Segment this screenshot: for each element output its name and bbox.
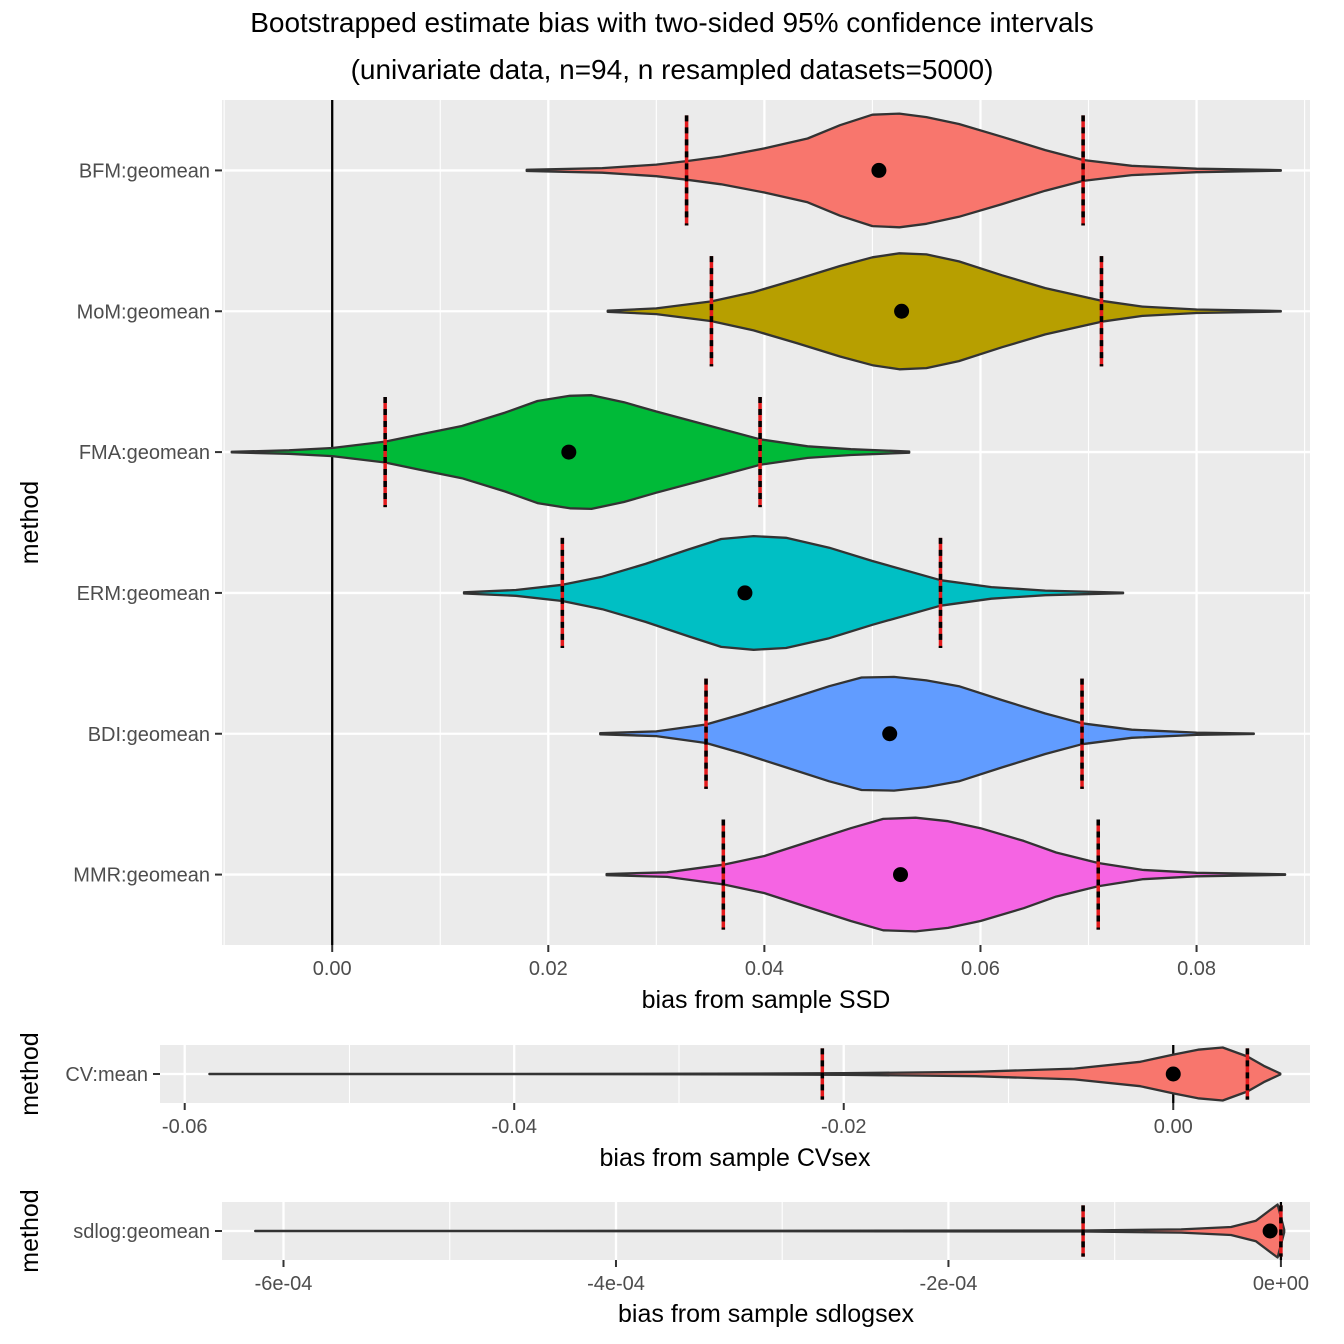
y-tick-label: sdlog:geomean (73, 1221, 210, 1243)
x-tick-label: -0.04 (491, 1116, 537, 1138)
x-tick-label: 0.08 (1177, 958, 1216, 980)
x-tick-label: 0.00 (313, 958, 352, 980)
estimate-point-FMA:geomean (561, 444, 577, 460)
x-axis-title: bias from sample SSD (642, 986, 891, 1014)
x-axis-title: bias from sample sdlogsex (618, 1300, 914, 1328)
chart-panel-1: 0.00 0.02 0.04 0.06 0.08 BFM:geomean MoM:geome… (16, 100, 1310, 1014)
violin-ERM:geomean (462, 534, 1125, 651)
x-tick-label: -2e-04 (920, 1273, 978, 1295)
estimate-point-CV:mean (1165, 1066, 1181, 1082)
y-axis-title: method (16, 481, 44, 564)
violin-BDI:geomean (599, 675, 1255, 792)
y-tick-label: MMR:geomean (73, 865, 210, 887)
y-axis-title: method (16, 1189, 44, 1272)
y-tick-label: FMA:geomean (79, 442, 210, 464)
y-tick-label: CV:mean (65, 1064, 148, 1086)
violin-CV:mean (208, 1046, 1282, 1102)
chart-panel-2: -0.06 -0.04 -0.02 0.00 CV:mean bias from samp… (16, 1032, 1310, 1172)
x-tick-label: 0.06 (961, 958, 1000, 980)
estimate-point-MMR:geomean (893, 867, 909, 883)
x-tick-label: 0.00 (1154, 1116, 1193, 1138)
estimate-point-sdlog:geomean (1262, 1223, 1278, 1239)
estimate-point-BDI:geomean (882, 726, 898, 742)
chart-panel-3: -6e-04 -4e-04 -2e-04 0e+00 sdlog:geomean bias… (16, 1189, 1310, 1328)
x-tick-label: 0e+00 (1253, 1273, 1309, 1295)
estimate-point-ERM:geomean (737, 585, 753, 601)
x-tick-label: -6e-04 (255, 1273, 313, 1295)
y-tick-label: BDI:geomean (88, 724, 210, 746)
violin-MoM:geomean (606, 252, 1282, 371)
x-tick-label: 0.04 (745, 958, 784, 980)
estimate-point-MoM:geomean (894, 303, 910, 319)
y-tick-label: ERM:geomean (77, 583, 210, 605)
x-axis-title: bias from sample CVsex (600, 1144, 871, 1172)
x-tick-label: 0.02 (529, 958, 568, 980)
y-tick-label: BFM:geomean (79, 160, 210, 182)
x-tick-label: -0.02 (821, 1116, 867, 1138)
chart-title-line2: (univariate data, n=94, n resampled data… (351, 54, 994, 85)
panels: 0.00 0.02 0.04 0.06 0.08 BFM:geomean MoM:geome… (16, 100, 1310, 1328)
y-axis-title: method (16, 1032, 44, 1115)
chart-title-line1: Bootstrapped estimate bias with two-side… (250, 7, 1094, 38)
violin-MMR:geomean (605, 816, 1287, 933)
panel-background (222, 100, 1310, 945)
y-tick-label: MoM:geomean (77, 301, 210, 323)
violin-BFM:geomean (525, 112, 1282, 229)
x-tick-label: -0.06 (162, 1116, 208, 1138)
x-tick-label: -4e-04 (587, 1273, 645, 1295)
estimate-point-BFM:geomean (871, 162, 887, 178)
